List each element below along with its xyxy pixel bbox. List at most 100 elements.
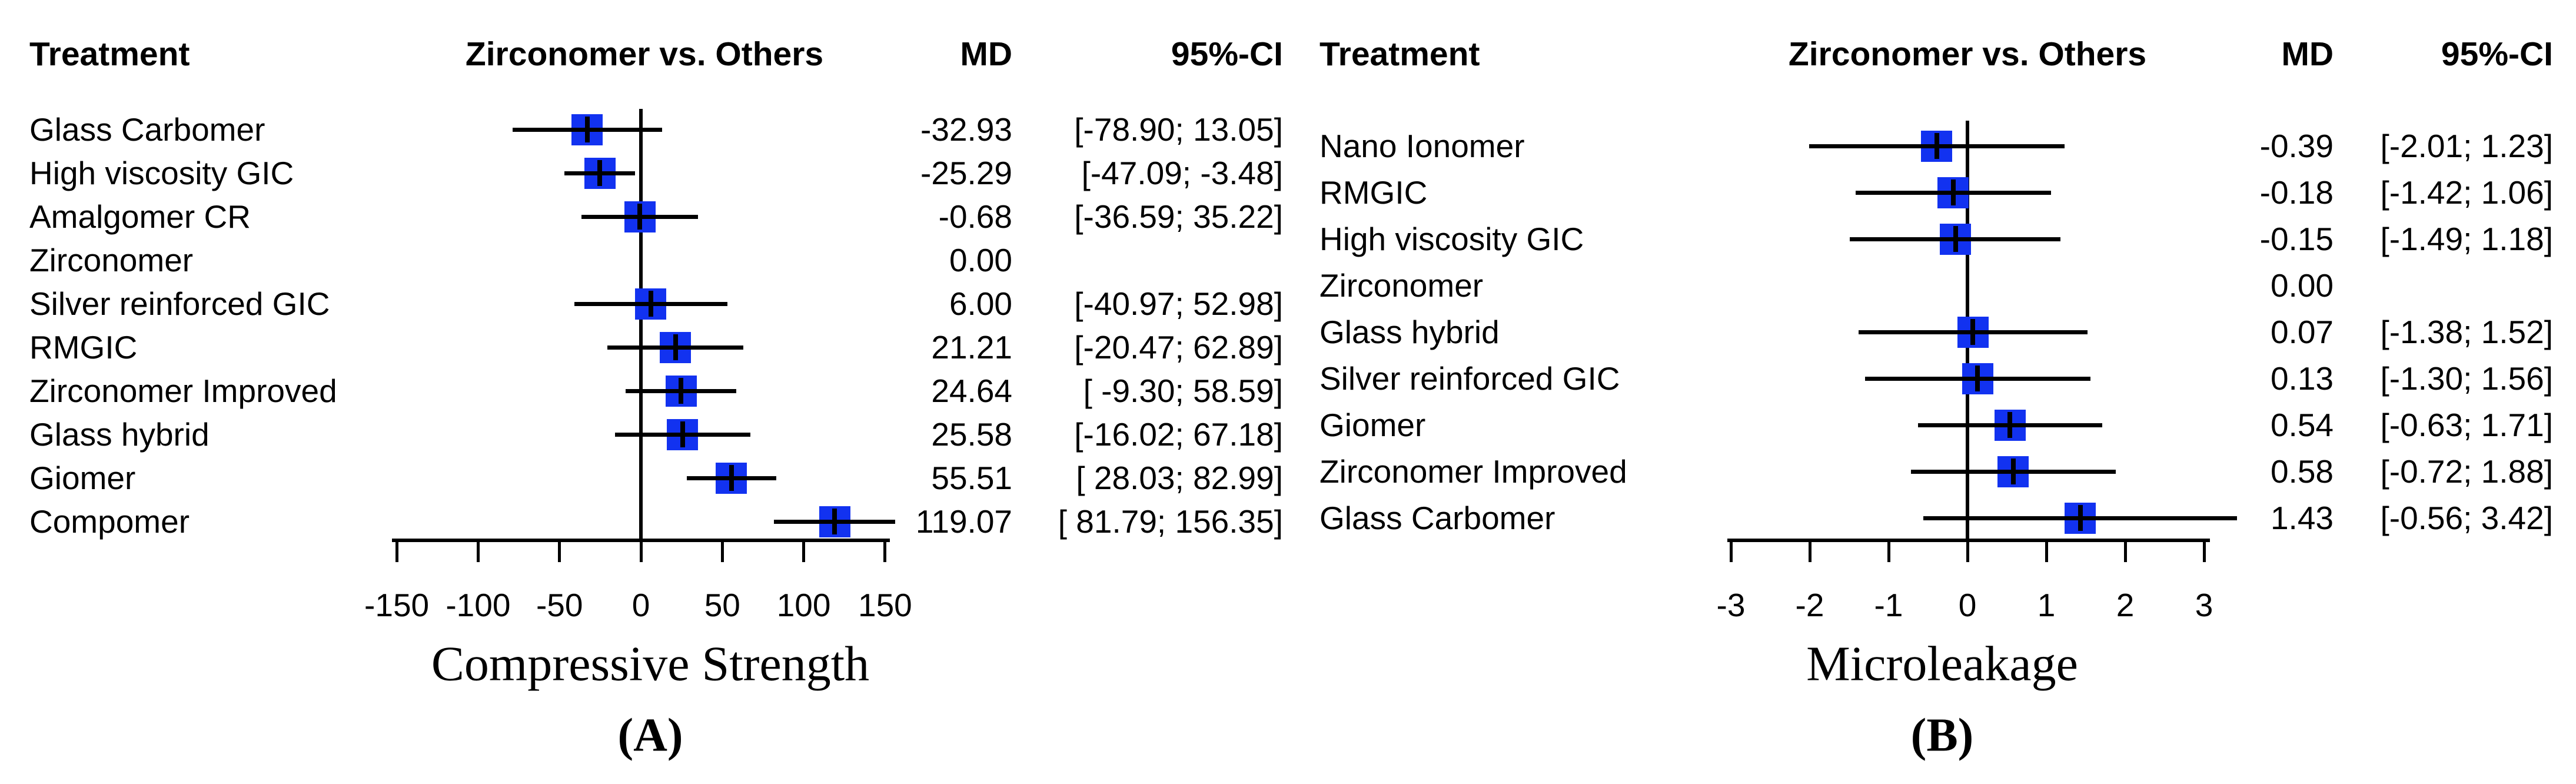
- ci-value: [-2.01; 1.23]: [2380, 128, 2553, 164]
- md-value: 0.58: [2270, 453, 2334, 490]
- x-axis-tick: [2045, 540, 2048, 562]
- md-value: 25.58: [931, 416, 1012, 453]
- treatment-label: Zirconomer Improved: [1319, 453, 1627, 490]
- treatment-label: Giomer: [1319, 407, 1426, 443]
- treatment-label: Amalgomer CR: [29, 198, 251, 235]
- point-estimate-tick: [729, 465, 734, 491]
- column-header-ci-a: 95%-CI: [1171, 35, 1283, 73]
- ci-value: [-0.63; 1.71]: [2380, 407, 2553, 443]
- point-estimate-tick: [2078, 505, 2083, 531]
- column-header-treatment-b: Treatment: [1319, 35, 1480, 73]
- x-axis-tick-label: -3: [1716, 587, 1746, 623]
- x-axis-tick-label: -2: [1795, 587, 1824, 623]
- ci-value: [-1.30; 1.56]: [2380, 360, 2553, 397]
- x-axis-tick-label: 150: [858, 587, 912, 623]
- column-header-comparison-a: Zirconomer vs. Others: [465, 35, 824, 73]
- point-estimate-tick: [1953, 226, 1958, 252]
- x-axis-tick: [1808, 540, 1811, 562]
- treatment-label: Glass Carbomer: [1319, 500, 1555, 536]
- ci-value: [-1.49; 1.18]: [2380, 221, 2553, 257]
- point-estimate-tick: [2010, 459, 2016, 484]
- ci-value: [-36.59; 35.22]: [1074, 198, 1283, 235]
- x-axis-tick-label: 2: [2116, 587, 2135, 623]
- md-value: 6.00: [949, 285, 1012, 322]
- md-value: 0.00: [2270, 267, 2334, 304]
- x-axis-tick: [802, 540, 806, 562]
- axis-title-microleakage: Microleakage: [1806, 636, 2078, 692]
- md-value: 0.00: [949, 242, 1012, 278]
- md-value: 0.13: [2270, 360, 2334, 397]
- column-header-md-a: MD: [960, 35, 1012, 73]
- md-value: -0.39: [2259, 128, 2334, 164]
- x-axis-tick: [395, 540, 398, 562]
- x-axis-tick-label: 0: [1958, 587, 1977, 623]
- axis-title-compressive-strength: Compressive Strength: [431, 636, 870, 692]
- ci-value: [-16.02; 67.18]: [1074, 416, 1283, 453]
- md-value: -0.18: [2259, 174, 2334, 211]
- x-axis-tick: [1887, 540, 1890, 562]
- md-value: -25.29: [920, 155, 1012, 191]
- treatment-label: Glass Carbomer: [29, 111, 265, 148]
- treatment-label: Silver reinforced GIC: [1319, 360, 1620, 397]
- column-header-comparison-b: Zirconomer vs. Others: [1788, 35, 2147, 73]
- ci-value: [-1.38; 1.52]: [2380, 314, 2553, 350]
- x-axis-tick: [1966, 540, 1969, 562]
- treatment-label: RMGIC: [29, 329, 138, 366]
- point-estimate-tick: [1934, 133, 1939, 159]
- x-axis-tick-label: -150: [364, 587, 430, 623]
- treatment-label: Glass hybrid: [1319, 314, 1500, 350]
- md-value: -32.93: [920, 111, 1012, 148]
- column-header-treatment-a: Treatment: [29, 35, 190, 73]
- ci-value: [ 28.03; 82.99]: [1076, 460, 1283, 496]
- x-axis-tick-label: 0: [631, 587, 650, 623]
- point-estimate-tick: [1950, 180, 1956, 205]
- panel-letter-b: (B): [1910, 709, 1974, 762]
- treatment-label: Zirconomer: [29, 242, 194, 278]
- treatment-label: Nano Ionomer: [1319, 128, 1525, 164]
- treatment-label: High viscosity GIC: [1319, 221, 1584, 257]
- x-axis-tick: [558, 540, 561, 562]
- md-value: -0.15: [2259, 221, 2334, 257]
- point-estimate-tick: [680, 421, 685, 447]
- x-axis-tick-label: -100: [446, 587, 511, 623]
- treatment-label: Silver reinforced GIC: [29, 285, 330, 322]
- x-axis-tick: [1729, 540, 1733, 562]
- x-axis-tick: [2202, 540, 2206, 562]
- x-axis-tick-label: 50: [704, 587, 740, 623]
- ci-value: [-20.47; 62.89]: [1074, 329, 1283, 366]
- point-estimate-tick: [679, 378, 684, 404]
- ci-value: [-1.42; 1.06]: [2380, 174, 2553, 211]
- treatment-label: Zirconomer Improved: [29, 373, 337, 409]
- x-axis-tick: [720, 540, 724, 562]
- point-estimate-tick: [1970, 319, 1976, 345]
- md-value: 1.43: [2270, 500, 2334, 536]
- column-header-ci-b: 95%-CI: [2441, 35, 2553, 73]
- panel-letter-a: (A): [617, 709, 683, 762]
- point-estimate-tick: [673, 334, 678, 360]
- point-estimate-tick: [832, 509, 837, 534]
- treatment-label: RMGIC: [1319, 174, 1428, 211]
- x-axis-tick: [2123, 540, 2127, 562]
- md-value: 21.21: [931, 329, 1012, 366]
- md-value: 55.51: [931, 460, 1012, 496]
- treatment-label: Compomer: [29, 503, 190, 540]
- md-value: 0.54: [2270, 407, 2334, 443]
- point-estimate-tick: [637, 204, 643, 230]
- treatment-label: High viscosity GIC: [29, 155, 294, 191]
- x-axis-tick-label: 100: [776, 587, 831, 623]
- x-axis-tick-label: -50: [536, 587, 583, 623]
- point-estimate-tick: [597, 160, 603, 186]
- md-value: 119.07: [915, 503, 1012, 540]
- ci-value: [-0.72; 1.88]: [2380, 453, 2553, 490]
- point-estimate-tick: [2007, 412, 2013, 438]
- x-axis-tick: [476, 540, 480, 562]
- ci-value: [ 81.79; 156.35]: [1058, 503, 1283, 540]
- x-axis-tick-label: -1: [1874, 587, 1903, 623]
- x-axis-tick: [883, 540, 887, 562]
- ci-value: [ -9.30; 58.59]: [1083, 373, 1283, 409]
- x-axis-tick-label: 3: [2195, 587, 2213, 623]
- treatment-label: Zirconomer: [1319, 267, 1484, 304]
- x-axis-tick-label: 1: [2037, 587, 2056, 623]
- point-estimate-tick: [648, 291, 653, 317]
- x-axis-tick: [639, 540, 643, 562]
